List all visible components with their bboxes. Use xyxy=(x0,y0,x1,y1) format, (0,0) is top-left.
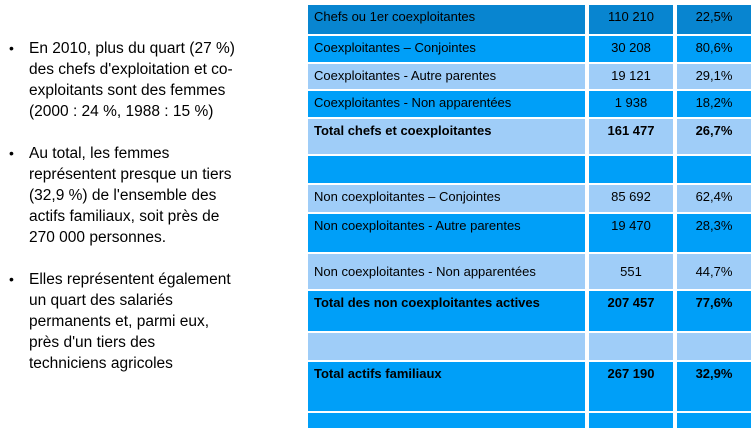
row-percent-cell: 18,2% xyxy=(677,91,751,117)
table-row: Coexploitantes – Conjointes 30 208 80,6% xyxy=(308,36,751,62)
bullet-icon: • xyxy=(9,145,14,161)
bullet-text: Elles représentent également un quart de… xyxy=(29,271,231,372)
bullet-list: • En 2010, plus du quart (27 %) des chef… xyxy=(0,38,302,374)
row-percent-cell: 80,6% xyxy=(677,36,751,62)
table-row: Non coexploitantes - Non apparentées 551… xyxy=(308,254,751,289)
row-value-cell xyxy=(589,413,673,428)
table-row: Total chefs et coexploitantes 161 477 26… xyxy=(308,119,751,154)
row-percent-cell: 77,6% xyxy=(677,291,751,331)
row-value-cell: 19 121 xyxy=(589,64,673,89)
row-label-cell: Total des non coexploitantes actives xyxy=(308,291,585,331)
row-value-cell: 19 470 xyxy=(589,214,673,252)
table-row: Non coexploitantes - Autre parentes 19 4… xyxy=(308,214,751,252)
bullet-text: En 2010, plus du quart (27 %) des chefs … xyxy=(29,40,235,120)
row-value-cell xyxy=(589,156,673,183)
row-value-cell xyxy=(589,333,673,360)
row-label-cell xyxy=(308,413,585,428)
row-percent-cell: 22,5% xyxy=(677,5,751,34)
bullet-panel: • En 2010, plus du quart (27 %) des chef… xyxy=(0,38,302,395)
bullet-text: Au total, les femmes représentent presqu… xyxy=(29,145,232,246)
row-value-cell: 267 190 xyxy=(589,362,673,411)
row-value-cell: 551 xyxy=(589,254,673,289)
row-percent-cell xyxy=(677,156,751,183)
row-label-cell: Coexploitantes - Autre parentes xyxy=(308,64,585,89)
row-label-cell: Total chefs et coexploitantes xyxy=(308,119,585,154)
table-row xyxy=(308,156,751,183)
bullet-icon: • xyxy=(9,40,14,56)
table-row: Chefs ou 1er coexploitantes 110 210 22,5… xyxy=(308,5,751,34)
row-percent-cell: 44,7% xyxy=(677,254,751,289)
bullet-icon: • xyxy=(9,271,14,287)
row-label-cell: Coexploitantes – Conjointes xyxy=(308,36,585,62)
table-row: Coexploitantes - Non apparentées 1 938 1… xyxy=(308,91,751,117)
row-label-cell: Non coexploitantes – Conjointes xyxy=(308,185,585,212)
stats-table: Chefs ou 1er coexploitantes 110 210 22,5… xyxy=(308,5,751,428)
list-item: • Elles représentent également un quart … xyxy=(9,269,302,374)
row-label-cell xyxy=(308,333,585,360)
row-value-cell: 85 692 xyxy=(589,185,673,212)
table-row: Non coexploitantes – Conjointes 85 692 6… xyxy=(308,185,751,212)
table-row: Coexploitantes - Autre parentes 19 121 2… xyxy=(308,64,751,89)
row-value-cell: 30 208 xyxy=(589,36,673,62)
row-value-cell: 207 457 xyxy=(589,291,673,331)
row-percent-cell: 29,1% xyxy=(677,64,751,89)
list-item: • Au total, les femmes représentent pres… xyxy=(9,143,302,248)
row-label-cell: Chefs ou 1er coexploitantes xyxy=(308,5,585,34)
table-row: Total des non coexploitantes actives 207… xyxy=(308,291,751,331)
list-item: • En 2010, plus du quart (27 %) des chef… xyxy=(9,38,302,122)
row-percent-cell: 32,9% xyxy=(677,362,751,411)
row-label-cell: Total actifs familiaux xyxy=(308,362,585,411)
table-row xyxy=(308,333,751,360)
row-percent-cell xyxy=(677,413,751,428)
row-label-cell: Non coexploitantes - Autre parentes xyxy=(308,214,585,252)
row-label-cell: Non coexploitantes - Non apparentées xyxy=(308,254,585,289)
row-label-cell: Coexploitantes - Non apparentées xyxy=(308,91,585,117)
row-value-cell: 110 210 xyxy=(589,5,673,34)
table-row: Total actifs familiaux 267 190 32,9% xyxy=(308,362,751,411)
row-label-cell xyxy=(308,156,585,183)
row-percent-cell: 28,3% xyxy=(677,214,751,252)
table-row xyxy=(308,413,751,428)
row-value-cell: 161 477 xyxy=(589,119,673,154)
row-percent-cell: 62,4% xyxy=(677,185,751,212)
row-percent-cell xyxy=(677,333,751,360)
row-percent-cell: 26,7% xyxy=(677,119,751,154)
row-value-cell: 1 938 xyxy=(589,91,673,117)
